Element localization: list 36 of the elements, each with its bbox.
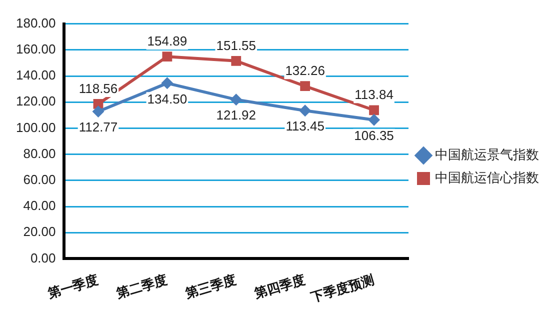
point	[161, 77, 174, 90]
y-tick-label: 180.00	[16, 15, 56, 30]
data-label: 121.92	[216, 108, 256, 123]
point	[92, 106, 104, 118]
legend-label: 中国航运景气指数	[435, 148, 539, 163]
data-label: 106.35	[354, 128, 394, 143]
x-tick-label: 下季度预测	[308, 272, 376, 306]
data-label: 151.55	[216, 38, 256, 54]
x-tick-label: 第三季度	[182, 272, 238, 302]
y-tick-label: 80.00	[23, 146, 56, 161]
data-label: 134.50	[147, 91, 188, 106]
x-tick-label: 第四季度	[252, 272, 308, 302]
y-tick-label: 40.00	[23, 198, 56, 214]
y-tick-label: 20.00	[23, 224, 56, 240]
x-tick-label: 第一季度	[44, 272, 100, 302]
y-tick-label: 140.00	[16, 68, 56, 83]
y-tick-label: 120.00	[16, 94, 56, 109]
legend-label: 中国航运信心指数	[435, 170, 539, 186]
point	[162, 52, 172, 62]
point	[369, 105, 379, 116]
data-label: 112.77	[78, 120, 118, 135]
point	[230, 94, 242, 106]
data-label: 132.26	[285, 63, 325, 78]
point	[368, 114, 380, 126]
y-tick-label: 60.00	[23, 172, 56, 187]
data-label: 113.84	[354, 87, 394, 102]
data-label: 154.89	[147, 34, 188, 49]
point	[231, 56, 242, 66]
point	[300, 81, 310, 92]
y-tick-label: 0.00	[30, 250, 56, 266]
y-tick-label: 100.00	[16, 120, 56, 135]
data-label: 113.45	[286, 118, 324, 134]
data-label: 118.56	[78, 81, 118, 96]
x-tick-label: 第二季度	[114, 272, 170, 302]
y-tick-label: 160.00	[16, 41, 56, 56]
point	[299, 104, 312, 117]
